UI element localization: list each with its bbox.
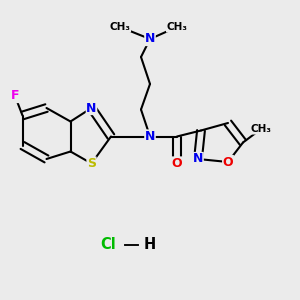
Text: N: N [145, 32, 155, 46]
Text: S: S [87, 157, 96, 170]
Text: CH₃: CH₃ [167, 22, 188, 32]
Text: F: F [11, 89, 19, 103]
Text: CH₃: CH₃ [110, 22, 130, 32]
Text: N: N [145, 130, 155, 143]
Text: CH₃: CH₃ [250, 124, 272, 134]
Text: O: O [223, 155, 233, 169]
Text: O: O [172, 157, 182, 170]
Text: N: N [86, 101, 97, 115]
Text: Cl: Cl [100, 237, 116, 252]
Text: H: H [144, 237, 156, 252]
Text: N: N [193, 152, 203, 166]
